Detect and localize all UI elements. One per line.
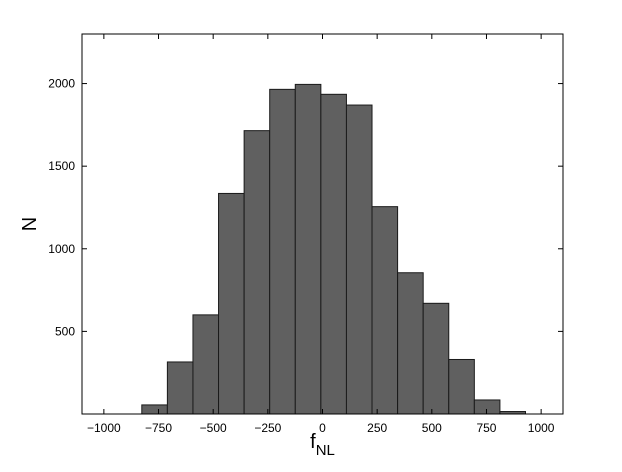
histogram-bar-8 — [345, 104, 373, 415]
histogram-bar-12 — [448, 358, 475, 415]
x-tick-label: −1000 — [87, 421, 121, 435]
histogram-bar-2 — [192, 314, 220, 415]
y-axis-label: N — [19, 217, 41, 231]
histogram-bar-3 — [218, 192, 245, 415]
histogram-bar-9 — [371, 206, 399, 415]
histogram-bar-6 — [294, 83, 322, 415]
y-tick-label: 2000 — [48, 77, 75, 91]
x-tick-label: 0 — [319, 421, 326, 435]
histogram-bar-5 — [269, 88, 296, 415]
x-axis-label-subscript: NL — [316, 442, 335, 459]
y-tick-label: 1000 — [48, 242, 75, 256]
x-tick-label: −500 — [200, 421, 227, 435]
histogram-bar-4 — [243, 130, 271, 415]
x-axis-label-main: f — [310, 431, 316, 453]
histogram-bar-10 — [397, 272, 424, 415]
x-axis-label: fNL — [310, 431, 335, 459]
x-tick-label: 1000 — [528, 421, 555, 435]
x-tick-label: 500 — [422, 421, 442, 435]
histogram-bar-13 — [473, 399, 501, 415]
histogram-bar-0 — [141, 404, 168, 415]
ticks-layer — [82, 34, 563, 414]
bars-layer — [141, 83, 527, 415]
y-tick-label: 1500 — [48, 159, 75, 173]
y-tick-label: 500 — [55, 324, 75, 338]
x-tick-label: 250 — [367, 421, 387, 435]
histogram-bar-11 — [422, 302, 450, 415]
x-tick-label: −750 — [145, 421, 172, 435]
x-tick-label: 750 — [476, 421, 496, 435]
tick-labels-layer: −1000 −750 −500 −250 0 250 500 750 1000 500 1000 15… — [48, 77, 555, 435]
histogram-bar-1 — [166, 361, 194, 415]
histogram-bar-7 — [320, 93, 347, 415]
x-tick-label: −250 — [254, 421, 281, 435]
